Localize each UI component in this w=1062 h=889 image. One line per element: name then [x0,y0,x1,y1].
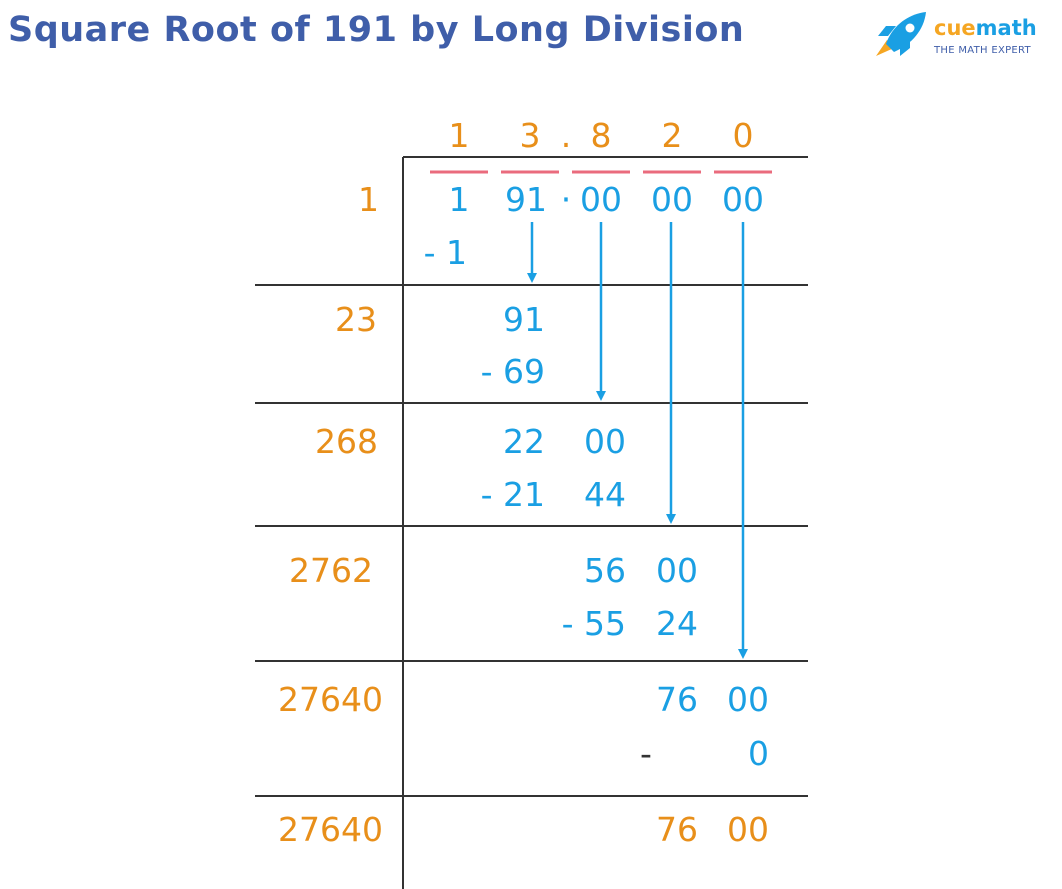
dividend-pair: 00 [651,180,693,219]
quotient-digit: 8 [590,116,612,155]
quotient-digit: 1 [448,116,470,155]
subtract-value: - 21 [480,475,545,514]
remainder-value: 00 [727,680,769,719]
subtract-value: - 55 [561,604,626,643]
subtract-value: - 69 [480,352,545,391]
brand-logo-text: cuemath [934,16,1037,40]
brand-tagline: THE MATH EXPERT [934,45,1031,56]
dividend-decimal-point: · [560,180,572,219]
minus-sign: - [640,734,652,773]
dividend-pair: 00 [722,180,764,219]
dividend-pair: 91 [505,180,547,219]
remainder-value: 00 [656,551,698,590]
dividend-pair: 00 [580,180,622,219]
divisor: 27640 [278,680,383,719]
divisor: 27640 [278,810,383,849]
subtract-value: 44 [584,475,626,514]
remainder-value: 76 [656,680,698,719]
remainder-value: 56 [584,551,626,590]
remainder-value: 91 [503,300,545,339]
rocket-body [886,12,926,52]
quotient-digit: 2 [661,116,683,155]
dividend-pair: 1 [448,180,470,219]
rocket-icon [876,12,926,56]
quotient-decimal-point: . [560,116,572,155]
remainder-value: 22 [503,422,545,461]
divisor: 23 [335,300,377,339]
remainder-value: 76 [656,810,698,849]
divisor: 1 [358,180,379,219]
quotient-digit: 0 [732,116,754,155]
remainder-value: 00 [584,422,626,461]
quotient-digit: 3 [519,116,541,155]
divisor: 268 [315,422,378,461]
brand-name-part2: math [975,16,1037,40]
brand-name-part1: cue [934,16,976,40]
subtract-value: 0 [748,734,769,773]
remainder-value: 00 [727,810,769,849]
divisor: 2762 [289,551,373,590]
subtract-value: - 1 [423,233,467,272]
subtract-value: 24 [656,604,698,643]
page-title: Square Root of 191 by Long Division [8,10,745,50]
